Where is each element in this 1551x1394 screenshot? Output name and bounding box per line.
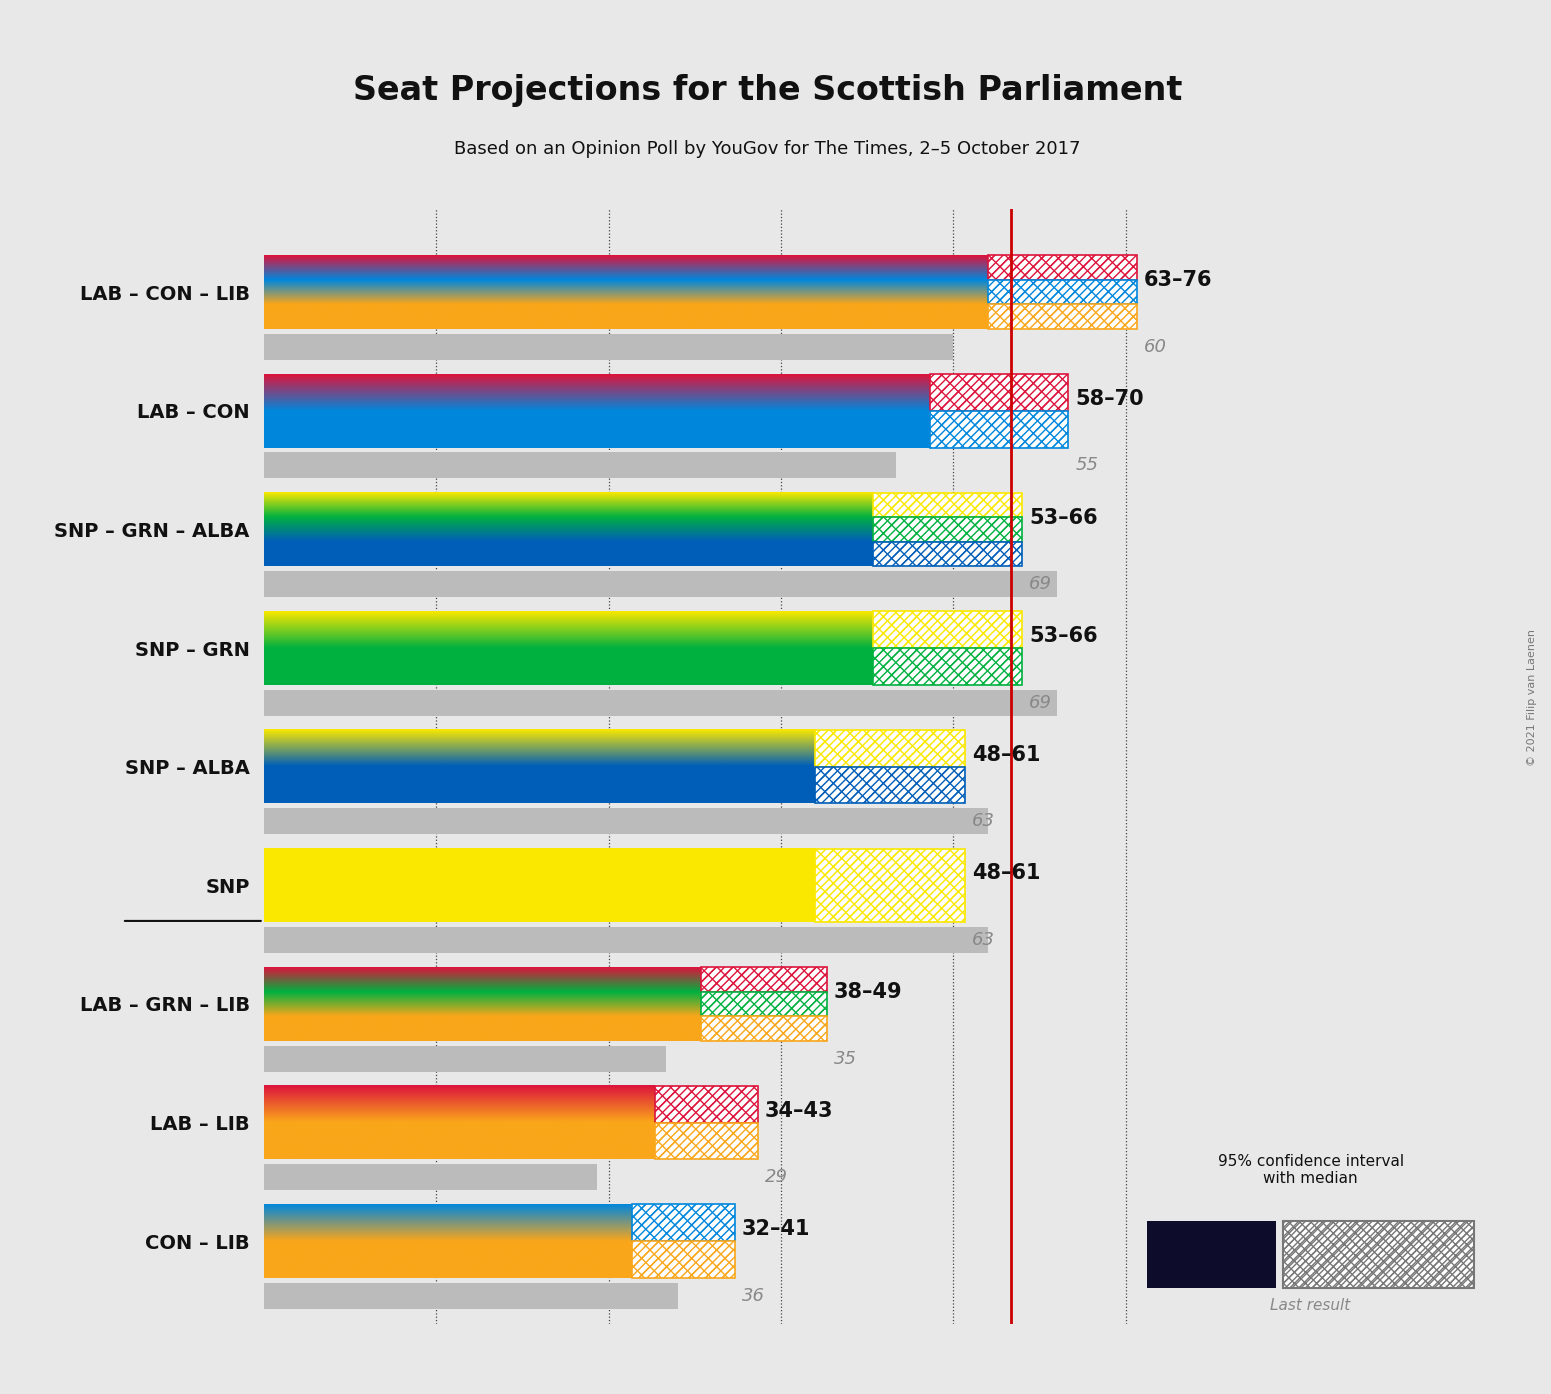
Text: 95% confidence interval
with median: 95% confidence interval with median (1218, 1154, 1404, 1186)
Bar (701, 1016, 827, 1041)
Bar (816, 849, 965, 921)
Text: 38–49: 38–49 (834, 983, 903, 1002)
Bar (873, 492, 1022, 517)
Bar (264, 1046, 665, 1072)
Text: 60: 60 (1145, 337, 1168, 355)
Text: 53–66: 53–66 (1030, 507, 1098, 527)
Bar (264, 1282, 678, 1309)
Text: 63: 63 (972, 813, 994, 831)
Text: 53–66: 53–66 (1030, 626, 1098, 647)
Bar (873, 648, 1022, 684)
Text: 63: 63 (972, 931, 994, 949)
Bar (873, 492, 1022, 517)
Bar (988, 280, 1137, 304)
Bar (701, 967, 827, 991)
Bar (264, 927, 988, 953)
Bar (1146, 1221, 1276, 1288)
Bar (988, 304, 1137, 329)
Bar (264, 690, 1056, 715)
Bar (873, 612, 1022, 648)
Text: © 2021 Filip van Laenen: © 2021 Filip van Laenen (1528, 629, 1537, 765)
Text: 32–41: 32–41 (741, 1220, 810, 1239)
Bar (988, 255, 1137, 280)
Bar (701, 1016, 827, 1041)
Bar (988, 255, 1137, 280)
Bar (873, 517, 1022, 542)
Text: Seat Projections for the Scottish Parliament: Seat Projections for the Scottish Parlia… (354, 74, 1182, 107)
Bar (655, 1086, 758, 1122)
Bar (816, 767, 965, 803)
Bar (655, 1122, 758, 1160)
Bar (873, 612, 1022, 648)
Text: 34–43: 34–43 (765, 1101, 833, 1121)
Bar (931, 411, 1069, 447)
Bar (873, 517, 1022, 542)
Bar (701, 967, 827, 991)
Text: 48–61: 48–61 (972, 863, 1041, 884)
Bar (701, 991, 827, 1016)
Bar (873, 542, 1022, 566)
Bar (988, 280, 1137, 304)
Text: 58–70: 58–70 (1075, 389, 1145, 408)
Bar (931, 374, 1069, 411)
Bar (631, 1204, 735, 1241)
Text: 63–76: 63–76 (1145, 270, 1213, 290)
Text: 36: 36 (741, 1287, 765, 1305)
Bar (816, 849, 965, 921)
Bar (264, 572, 1056, 597)
Bar (988, 304, 1137, 329)
Bar (701, 991, 827, 1016)
Bar (816, 730, 965, 767)
Text: 35: 35 (834, 1050, 856, 1068)
Text: 69: 69 (1030, 574, 1052, 592)
Bar (631, 1241, 735, 1278)
Text: 29: 29 (765, 1168, 788, 1186)
Bar (873, 648, 1022, 684)
Bar (631, 1241, 735, 1278)
Bar (264, 1164, 597, 1190)
Bar (1283, 1221, 1475, 1288)
Text: 55: 55 (1075, 456, 1098, 474)
Text: 69: 69 (1030, 694, 1052, 711)
Bar (264, 809, 988, 835)
Bar (931, 411, 1069, 447)
Bar (631, 1204, 735, 1241)
Bar (264, 333, 954, 360)
Bar (873, 542, 1022, 566)
Text: Last result: Last result (1270, 1298, 1351, 1313)
Bar (655, 1086, 758, 1122)
Text: 48–61: 48–61 (972, 744, 1041, 765)
Bar (1283, 1221, 1475, 1288)
Bar (931, 374, 1069, 411)
Text: Based on an Opinion Poll by YouGov for The Times, 2–5 October 2017: Based on an Opinion Poll by YouGov for T… (454, 141, 1081, 158)
Bar (816, 767, 965, 803)
Bar (655, 1122, 758, 1160)
Bar (264, 452, 896, 478)
Bar (816, 730, 965, 767)
